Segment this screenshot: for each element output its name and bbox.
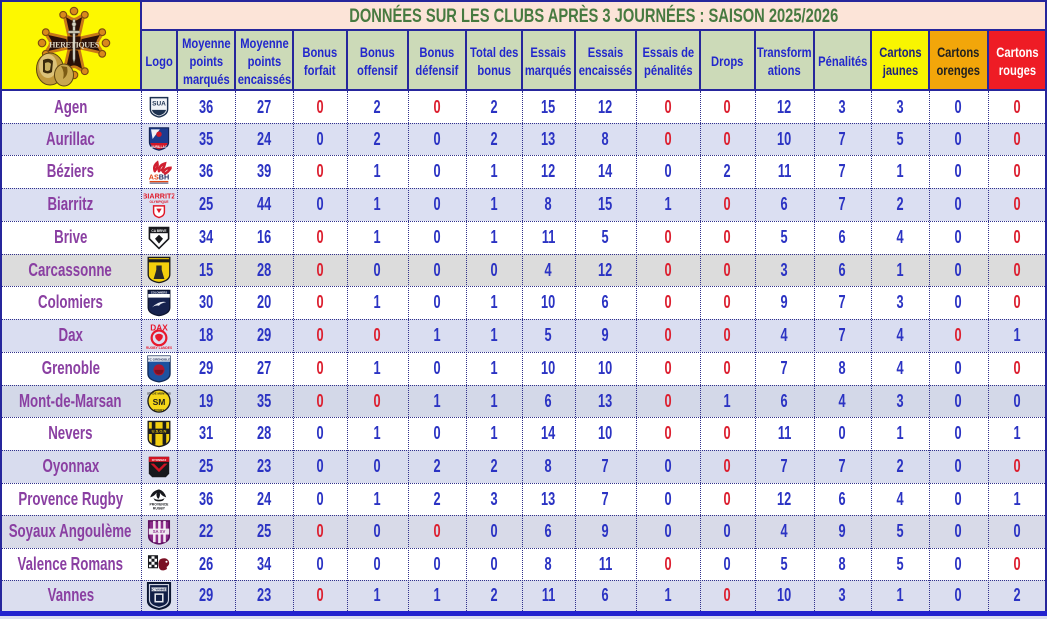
svg-text:SA XV: SA XV (153, 529, 166, 534)
svg-text:OYONNAX: OYONNAX (152, 457, 167, 461)
svg-text:PROVENCE: PROVENCE (150, 502, 170, 506)
svg-text:RUGBY: RUGBY (153, 506, 166, 510)
svg-text:SM: SM (153, 397, 166, 407)
svg-text:RUGBY LANDES: RUGBY LANDES (146, 345, 172, 349)
svg-text:HERETIQUES: HERETIQUES (49, 41, 100, 50)
svg-text:RC VANNES: RC VANNES (150, 587, 168, 591)
svg-text:STADE MONTOIS: STADE MONTOIS (147, 392, 171, 396)
svg-text:OLYMPIQUE: OLYMPIQUE (149, 200, 169, 204)
svg-text:AURILLAC: AURILLAC (151, 145, 168, 149)
svg-text:CA BRIVE: CA BRIVE (151, 229, 166, 233)
svg-text:SUA: SUA (152, 101, 166, 108)
svg-text:BIARRITZ: BIARRITZ (144, 191, 175, 200)
svg-text:FC GRENOBLE: FC GRENOBLE (148, 357, 171, 361)
svg-text:ASBH: ASBH (149, 172, 169, 181)
svg-text:COLOMIERS: COLOMIERS (151, 290, 167, 294)
svg-text:DAX: DAX (150, 323, 168, 332)
svg-text:U.S.O.N: U.S.O.N (152, 428, 167, 433)
svg-text:RUGBY: RUGBY (154, 408, 164, 412)
